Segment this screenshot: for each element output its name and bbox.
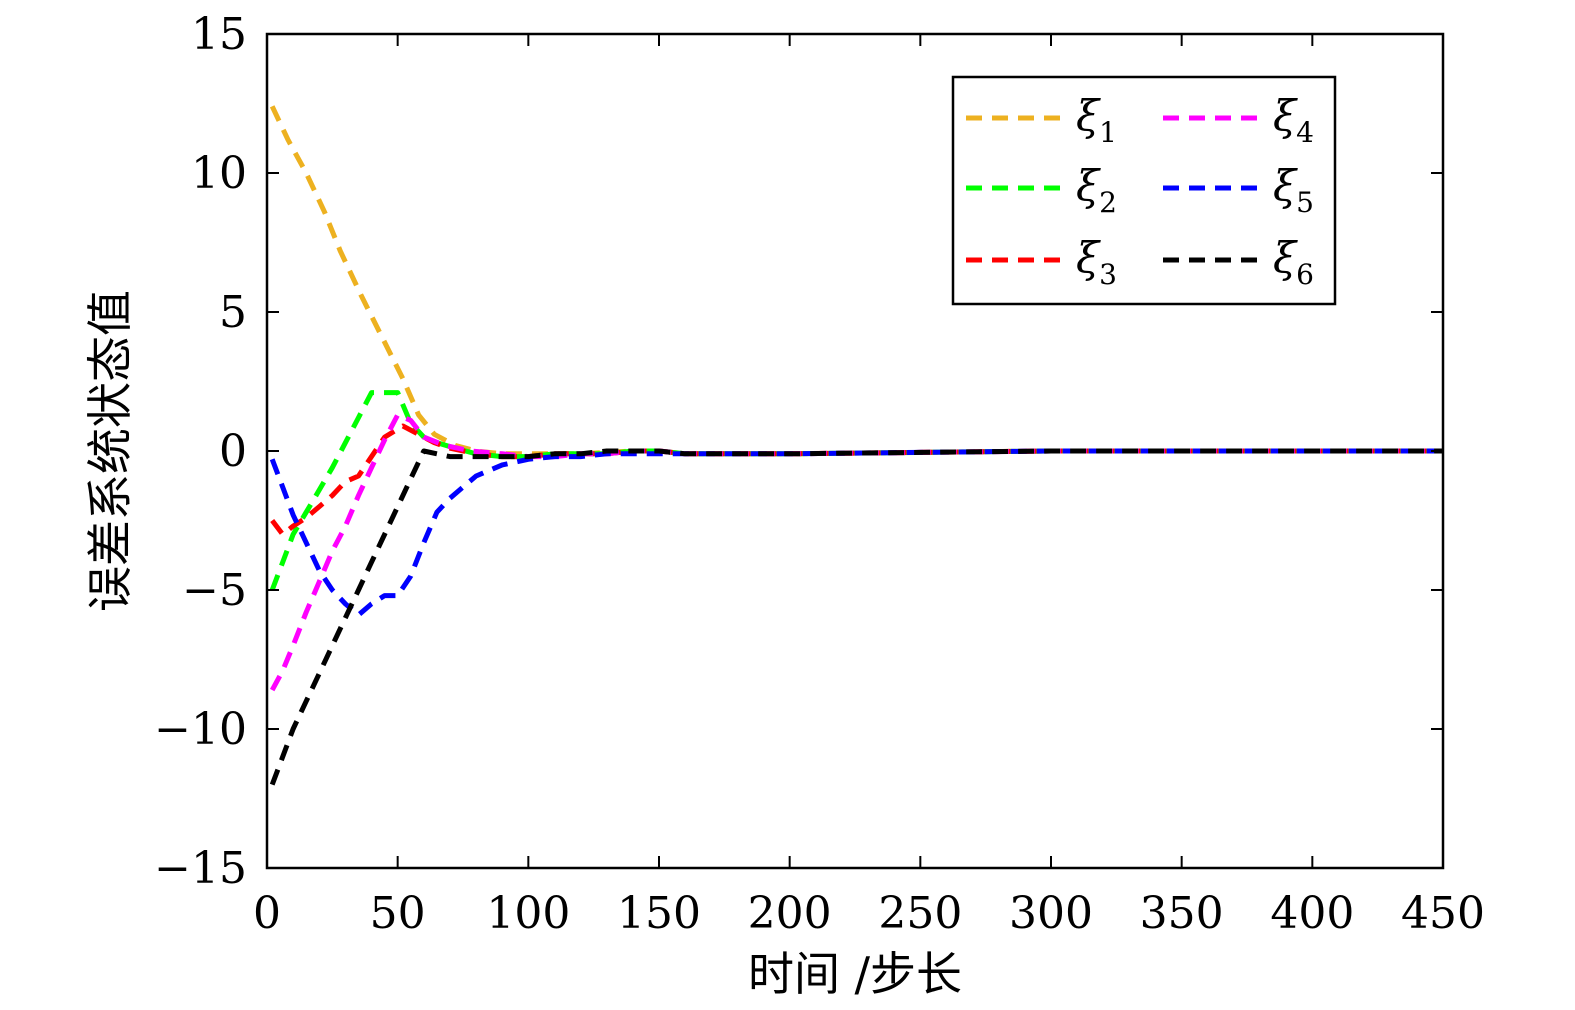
legend-label-3: ξ3 xyxy=(1076,233,1117,291)
x-axis-label: 时间 /步长 xyxy=(748,947,962,1001)
y-tick-label-6: 15 xyxy=(191,9,247,60)
x-tick-label-5: 250 xyxy=(878,888,962,939)
y-tick-label-1: −10 xyxy=(154,704,247,755)
series-line-5 xyxy=(269,448,1443,618)
x-tick-label-2: 100 xyxy=(486,888,570,939)
y-tick-label-0: −15 xyxy=(154,843,247,894)
y-tick-label-2: −5 xyxy=(182,565,247,616)
tick-labels-layer: 0 50 100 150 200 250 300 350 400 450 −15 −10 −5 0 5 10 1… xyxy=(154,9,1485,939)
series-line-3 xyxy=(270,423,1443,537)
legend-label-6: ξ6 xyxy=(1273,233,1314,291)
x-tick-label-9: 450 xyxy=(1401,888,1485,939)
x-tick-label-6: 300 xyxy=(1009,888,1093,939)
legend-label-4: ξ4 xyxy=(1273,91,1314,149)
y-tick-label-4: 5 xyxy=(219,287,247,338)
y-axis-label: 误差系统状态值 xyxy=(83,290,137,612)
legend-box xyxy=(951,75,1337,306)
legend-label-5: ξ5 xyxy=(1273,161,1314,219)
series-line-6 xyxy=(269,448,1443,786)
series-layer xyxy=(269,105,1443,786)
x-tick-label-7: 350 xyxy=(1140,888,1224,939)
series-line-4 xyxy=(269,412,1443,692)
legend: ξ1 ξ2 ξ3 ξ4 ξ5 ξ6 xyxy=(951,75,1337,306)
y-tick-label-3: 0 xyxy=(219,426,247,477)
x-tick-label-4: 200 xyxy=(748,888,832,939)
y-tick-label-5: 10 xyxy=(191,148,247,199)
x-tick-label-0: 0 xyxy=(253,888,281,939)
legend-label-1: ξ1 xyxy=(1076,91,1117,149)
x-tick-label-8: 400 xyxy=(1270,888,1354,939)
ticks-layer xyxy=(266,33,1444,869)
x-tick-label-3: 150 xyxy=(617,888,701,939)
x-tick-label-1: 50 xyxy=(370,888,426,939)
series-line-2 xyxy=(269,390,1443,591)
legend-label-2: ξ2 xyxy=(1076,161,1117,219)
